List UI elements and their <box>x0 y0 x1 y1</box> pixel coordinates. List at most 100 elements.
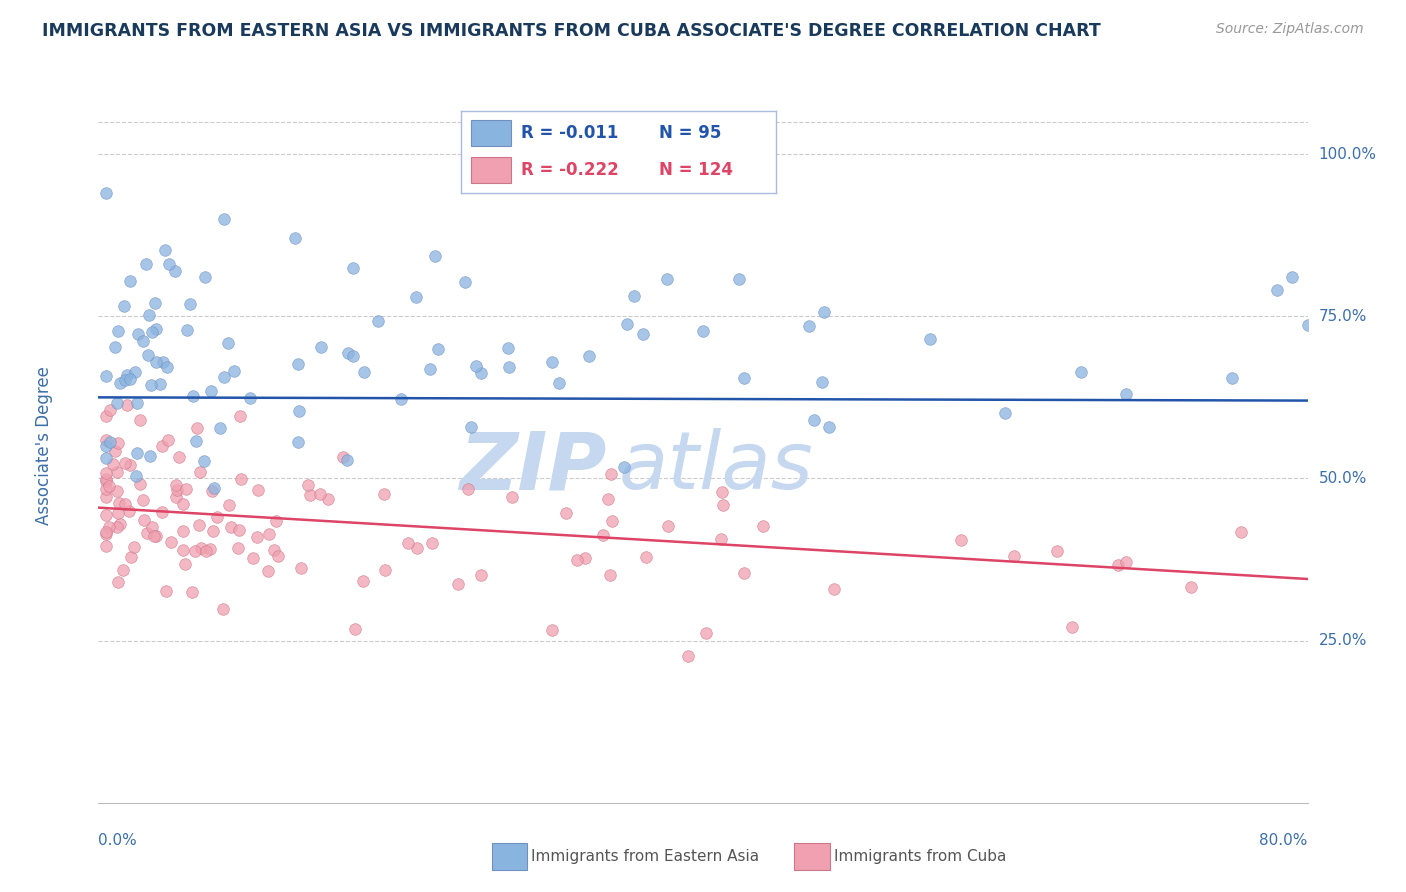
Point <box>711 499 734 513</box>
Point <box>98 403 121 417</box>
Point <box>174 557 197 571</box>
Point <box>817 420 839 434</box>
Point <box>212 370 235 384</box>
Point <box>201 483 224 498</box>
Point <box>733 566 755 580</box>
Point <box>94 186 117 200</box>
Point <box>547 376 569 390</box>
Point <box>198 542 221 557</box>
Point <box>125 396 148 410</box>
Point <box>107 496 129 510</box>
Point <box>94 490 117 504</box>
Point <box>600 515 623 529</box>
Point <box>157 433 180 447</box>
Point <box>217 336 239 351</box>
Point <box>169 450 191 464</box>
Point <box>1265 283 1288 297</box>
FancyBboxPatch shape <box>471 120 512 146</box>
Text: Source: ZipAtlas.com: Source: ZipAtlas.com <box>1216 22 1364 37</box>
Point <box>114 497 136 511</box>
Point <box>470 367 492 381</box>
Point <box>129 413 152 427</box>
Point <box>195 544 218 558</box>
Point <box>193 454 215 468</box>
Point <box>460 419 482 434</box>
Point <box>107 395 129 409</box>
Point <box>427 342 450 356</box>
Point <box>150 439 173 453</box>
Point <box>1115 555 1137 569</box>
Point <box>134 513 156 527</box>
Point <box>1281 270 1303 285</box>
Point <box>229 409 252 424</box>
Point <box>692 325 714 339</box>
Point <box>574 551 596 566</box>
Point <box>163 263 186 277</box>
Point <box>811 375 834 389</box>
Point <box>155 584 177 599</box>
Point <box>226 541 249 555</box>
Text: atlas: atlas <box>619 428 813 507</box>
Point <box>104 340 127 354</box>
Point <box>309 487 332 501</box>
Point <box>1115 387 1137 401</box>
Point <box>135 525 157 540</box>
Point <box>118 274 141 288</box>
Point <box>179 297 201 311</box>
Point <box>420 536 443 550</box>
Point <box>297 478 319 492</box>
Point <box>132 492 155 507</box>
Point <box>94 540 117 554</box>
Point <box>287 357 309 371</box>
Point <box>110 517 132 532</box>
Point <box>209 421 232 435</box>
Point <box>1296 318 1319 332</box>
Point <box>288 403 311 417</box>
Point <box>616 318 638 332</box>
Point <box>634 550 657 565</box>
Point <box>94 369 117 384</box>
Point <box>1046 544 1069 558</box>
Point <box>496 341 519 355</box>
Point <box>540 355 562 369</box>
Point <box>150 504 173 518</box>
Point <box>336 346 359 360</box>
Point <box>592 528 614 542</box>
Point <box>1070 366 1092 380</box>
Point <box>813 305 835 319</box>
Point <box>145 529 167 543</box>
Point <box>257 564 280 578</box>
Text: N = 124: N = 124 <box>659 161 733 178</box>
Point <box>117 504 139 518</box>
Point <box>94 524 117 539</box>
Point <box>267 549 290 563</box>
Point <box>752 518 775 533</box>
Point <box>128 477 150 491</box>
Text: IMMIGRANTS FROM EASTERN ASIA VS IMMIGRANTS FROM CUBA ASSOCIATE'S DEGREE CORRELAT: IMMIGRANTS FROM EASTERN ASIA VS IMMIGRAN… <box>42 22 1101 40</box>
Point <box>1002 549 1025 563</box>
Point <box>200 384 222 398</box>
Point <box>107 520 129 534</box>
Point <box>125 468 148 483</box>
Point <box>141 520 163 534</box>
Point <box>201 524 224 538</box>
Point <box>231 472 253 486</box>
Point <box>447 576 470 591</box>
Point <box>105 484 128 499</box>
Text: 100.0%: 100.0% <box>1319 146 1376 161</box>
Point <box>1230 525 1253 540</box>
Point <box>105 465 128 479</box>
Point <box>165 490 187 504</box>
Point <box>127 326 149 341</box>
Point <box>710 532 733 546</box>
Point <box>389 392 412 406</box>
Point <box>188 465 211 479</box>
Point <box>124 365 146 379</box>
Point <box>190 541 212 556</box>
Point <box>419 362 441 376</box>
Point <box>797 318 820 333</box>
Point <box>373 486 395 500</box>
Point <box>733 371 755 385</box>
Point <box>596 491 619 506</box>
Point <box>405 541 427 555</box>
